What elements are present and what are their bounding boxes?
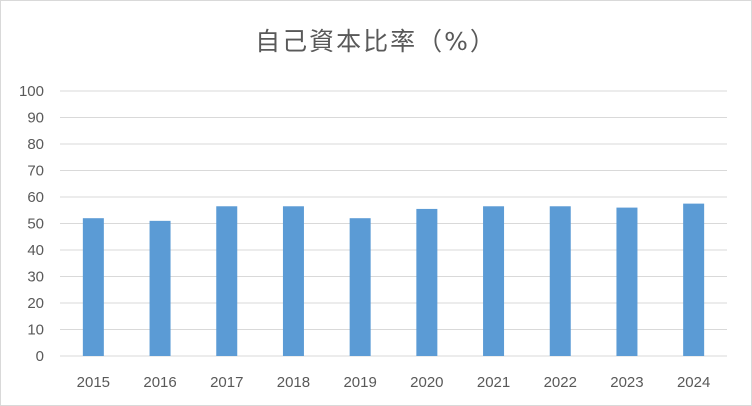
bar-2023: [616, 207, 638, 356]
x-tick-label: 2022: [544, 374, 577, 391]
y-tick-label: 20: [27, 295, 44, 312]
bar-2017: [216, 206, 238, 356]
y-tick-label: 90: [27, 110, 44, 127]
x-tick-label: 2018: [277, 374, 310, 391]
y-tick-label: 80: [27, 136, 44, 153]
x-tick-label: 2023: [610, 374, 643, 391]
bar-2021: [483, 206, 505, 356]
gridlines: [60, 90, 727, 357]
x-tick-label: 2016: [143, 374, 176, 391]
bar-2020: [416, 208, 438, 356]
bar-2015: [82, 218, 104, 356]
y-tick-label: 0: [36, 348, 44, 365]
y-tick-label: 50: [27, 216, 44, 233]
x-tick-label: 2020: [410, 374, 443, 391]
bar-2024: [683, 203, 705, 356]
bar-2019: [349, 218, 371, 356]
bars: [82, 203, 705, 356]
x-tick-label: 2024: [677, 374, 710, 391]
y-tick-label: 100: [19, 83, 44, 100]
bar-2018: [282, 206, 304, 356]
y-tick-label: 60: [27, 189, 44, 206]
bar-2022: [549, 206, 571, 356]
x-tick-label: 2019: [343, 374, 376, 391]
y-tick-label: 10: [27, 322, 44, 339]
y-tick-label: 70: [27, 163, 44, 180]
bar-2016: [149, 220, 171, 356]
x-tick-label: 2015: [77, 374, 110, 391]
x-tick-label: 2021: [477, 374, 510, 391]
x-axis-labels: 2015 2016 2017 2018 2019 2020 2021 2022 2023 2024: [77, 374, 711, 391]
x-tick-label: 2017: [210, 374, 243, 391]
y-tick-label: 30: [27, 269, 44, 286]
y-tick-label: 40: [27, 242, 44, 259]
chart-title: 自己資本比率（%）: [255, 27, 497, 56]
y-axis-labels: 0 10 20 30 40 50 60 70 80 90 100: [19, 83, 44, 365]
